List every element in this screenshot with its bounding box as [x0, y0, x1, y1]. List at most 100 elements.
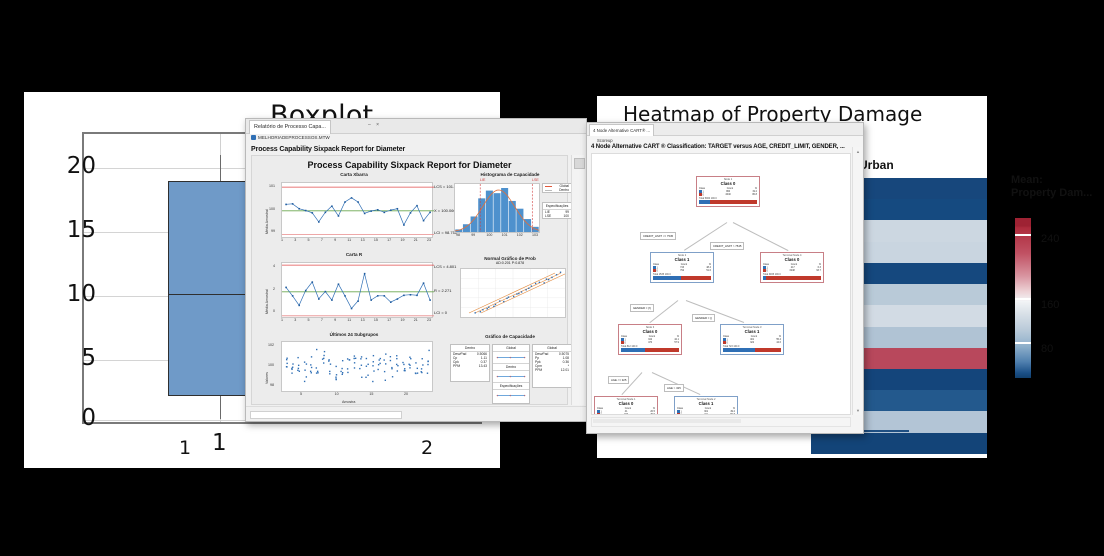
r-y-tick-0: 0 — [273, 309, 275, 313]
node-class: Class 1 — [674, 257, 690, 262]
node-bar-segment — [723, 347, 755, 352]
capability-within-table: Dentro DesvPad 0.5066 Cp 1.11 Cpk 0.37 PPM 13.4… — [450, 344, 490, 382]
node-table: Class Count% 1 217 6.3 0 3248 93.7 — [761, 262, 823, 273]
cart-horizontal-scrollbar[interactable] — [591, 417, 851, 427]
cart-node[interactable]: Terminal Node 1 Class 0 Class Count% 1 41 20.5… — [594, 396, 658, 414]
node-count: 401 — [750, 338, 755, 341]
node-table-header: Count — [648, 335, 656, 338]
axis-tick: 3 — [294, 318, 297, 322]
minitab-window[interactable]: Relatório de Processo Capa... – × MELHOR… — [245, 118, 587, 422]
probplot-plot-area — [460, 268, 568, 318]
probplot-title: Normal Gráfico de Prob — [484, 256, 536, 261]
capability-row: Ppk 0.36 — [533, 360, 571, 364]
tab-process-capability[interactable]: Relatório de Processo Capa... — [249, 120, 331, 134]
cart-report-title: 4 Node Alternative CART ® Classification… — [591, 144, 845, 150]
axis-tick: 101 — [501, 233, 508, 237]
axis-tick: 11 — [347, 238, 352, 242]
r-plot-svg — [282, 264, 434, 317]
scroll-down-icon[interactable]: ▼ — [856, 408, 860, 413]
node-percent: 42.1 — [674, 338, 679, 341]
legend-tick-160: 160 — [1041, 299, 1060, 311]
node-count: 4040 — [725, 193, 731, 197]
scroll-up-icon[interactable]: ▲ — [856, 149, 860, 154]
capability-value: 12.01 — [560, 368, 569, 372]
histogram-lse-mark: LSE — [532, 178, 539, 182]
subgroup-y-axis-label: Valores — [265, 372, 269, 384]
node-label: Terminal Node 2 — [696, 398, 716, 401]
node-count: 792 — [680, 269, 685, 273]
axis-tick: 98 — [456, 233, 460, 237]
axis-tick: 7 — [320, 238, 323, 242]
minitab-horizontal-scrollbar[interactable] — [250, 411, 402, 419]
tree-split-label: CREDIT_LIMIT > 7545 — [710, 242, 745, 250]
tree-edge — [649, 300, 679, 323]
subgroup-y-tick-100: 100 — [268, 363, 274, 367]
node-label: Terminal Node 1 — [616, 398, 636, 401]
node-table-row: 1 217 6.3 — [763, 266, 821, 269]
cap-bar-dentro: + + + — [496, 374, 526, 379]
cart-node[interactable]: Terminal Node 3 Class 1 Class Count% 1 401 55.… — [720, 324, 784, 355]
capability-value: 1.08 — [562, 356, 569, 360]
r-center-label: R = 2.271 — [434, 288, 452, 293]
node-table-header: % — [754, 187, 757, 190]
node-bar — [699, 199, 757, 204]
node-table-header: % — [676, 335, 679, 338]
node-class-name: 1 — [699, 190, 704, 193]
cart-window[interactable]: 4 Node Alternative CART® ... Scoreup 4 N… — [586, 122, 864, 434]
bar-label-espec: Especificações — [493, 382, 529, 390]
cart-node[interactable]: Node 1 Class 0 Class Count% 1 960 19.2 0 4040 80.… — [696, 176, 760, 207]
bar-label-global: Global — [493, 345, 529, 352]
axis-tick: 1 — [281, 318, 283, 322]
node-percent: 50.8 — [730, 413, 735, 415]
axis-tick: 23 — [427, 238, 431, 242]
node-bar-segment — [766, 275, 821, 280]
node-class-name: 0 — [699, 193, 704, 197]
y-axis-tick-10: 10 — [66, 281, 96, 307]
node-percent: 19.2 — [752, 190, 757, 193]
scrollbar-thumb[interactable] — [574, 158, 585, 169]
sixpack-report-title: Process Capability Sixpack Report for Di… — [307, 160, 512, 170]
capability-label: PPM — [453, 364, 461, 368]
node-table-row: 1 401 55.4 — [723, 338, 781, 341]
node-class-name: 0 — [763, 269, 768, 273]
node-table-header: Count — [624, 407, 632, 410]
capability-row: PPM 13.43 — [451, 364, 489, 368]
tab-cart-classification[interactable]: 4 Node Alternative CART® ... — [589, 124, 655, 136]
scrollbar-thumb[interactable] — [593, 419, 741, 423]
capability-title: Gráfico de Capacidade — [485, 334, 535, 339]
cart-vertical-scrollbar[interactable]: ▲ ▼ — [852, 147, 862, 415]
node-table-header: Count — [726, 187, 734, 190]
cart-node[interactable]: Terminal Node 2 Class 1 Class Count% 1 301 49.… — [674, 396, 738, 415]
tab-window-controls[interactable]: – × — [368, 122, 382, 128]
node-bar-segment — [763, 275, 767, 280]
node-total: Total 812 100.0 — [621, 344, 638, 348]
cart-node[interactable]: Node 3 Class 0 Class Count% 1 342 42.1 0 470 57.9… — [618, 324, 682, 355]
xbar-y-tick-99: 99 — [271, 229, 275, 233]
node-label: Node 3 — [645, 326, 655, 329]
node-table-row: 0 4040 80.8 — [699, 193, 757, 197]
minitab-vertical-scrollbar[interactable] — [571, 155, 585, 405]
cart-tab-bar: 4 Node Alternative CART® ... — [587, 123, 863, 136]
node-table-header: % — [778, 335, 781, 338]
axis-tick: 15 — [373, 238, 378, 242]
cart-node[interactable]: Terminal Node 4 Class 0 Class Count% 1 217 6.3… — [760, 252, 824, 283]
node-table-row: 0 322 44.6 — [723, 341, 781, 345]
node-percent: 57.9 — [674, 341, 679, 345]
axis-tick: 3 — [294, 238, 297, 242]
axis-tick: 102 — [516, 233, 523, 237]
capability-chart: Gráfico de Capacidade Dentro DesvPad 0.50… — [448, 334, 572, 410]
xbar-plot-svg — [282, 186, 434, 235]
node-bar-segment — [653, 275, 681, 280]
capability-label: DesvPad — [453, 352, 467, 356]
node-percent: 51.6 — [706, 269, 711, 273]
node-bar-segment — [621, 347, 646, 352]
legend-item-global: Global — [543, 184, 571, 188]
subgroup-plot-area — [281, 341, 433, 392]
node-table-row: 0 311 50.8 — [677, 413, 735, 415]
node-table-header: % — [652, 407, 655, 410]
node-bar-segment — [645, 347, 679, 352]
capability-row: Cpm * — [533, 364, 571, 368]
subgroup-chart: Últimos 24 Subgrupos Valores 102 100 98 … — [264, 332, 444, 410]
cart-node[interactable]: Node 2 Class 1 Class Count% 1 743 48.4 0 792 51.6… — [650, 252, 714, 283]
r-ucl-label: LCS = 4.801 — [434, 264, 457, 269]
